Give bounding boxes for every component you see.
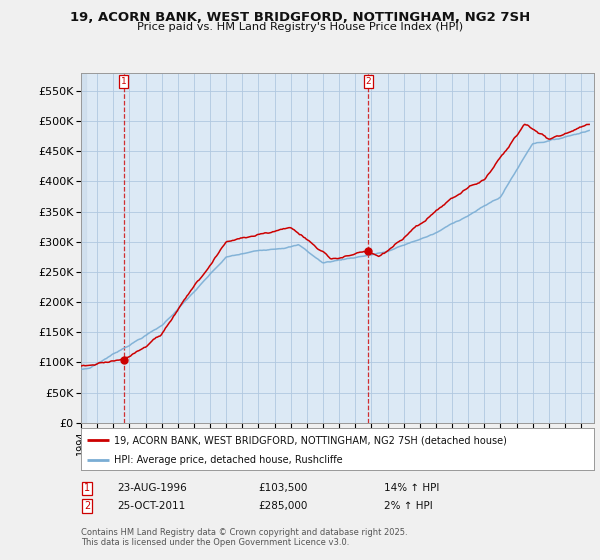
Text: 23-AUG-1996: 23-AUG-1996 (117, 483, 187, 493)
Text: 1: 1 (84, 483, 90, 493)
Text: HPI: Average price, detached house, Rushcliffe: HPI: Average price, detached house, Rush… (115, 455, 343, 465)
Text: 19, ACORN BANK, WEST BRIDGFORD, NOTTINGHAM, NG2 7SH (detached house): 19, ACORN BANK, WEST BRIDGFORD, NOTTINGH… (115, 435, 507, 445)
Text: £285,000: £285,000 (258, 501, 307, 511)
Text: 25-OCT-2011: 25-OCT-2011 (117, 501, 185, 511)
Text: 19, ACORN BANK, WEST BRIDGFORD, NOTTINGHAM, NG2 7SH: 19, ACORN BANK, WEST BRIDGFORD, NOTTINGH… (70, 11, 530, 24)
Text: 2% ↑ HPI: 2% ↑ HPI (384, 501, 433, 511)
Text: £103,500: £103,500 (258, 483, 307, 493)
Text: 14% ↑ HPI: 14% ↑ HPI (384, 483, 439, 493)
Text: 1: 1 (121, 77, 127, 86)
Text: 2: 2 (84, 501, 90, 511)
Text: Price paid vs. HM Land Registry's House Price Index (HPI): Price paid vs. HM Land Registry's House … (137, 22, 463, 32)
Text: 2: 2 (365, 77, 371, 86)
Text: Contains HM Land Registry data © Crown copyright and database right 2025.
This d: Contains HM Land Registry data © Crown c… (81, 528, 407, 547)
